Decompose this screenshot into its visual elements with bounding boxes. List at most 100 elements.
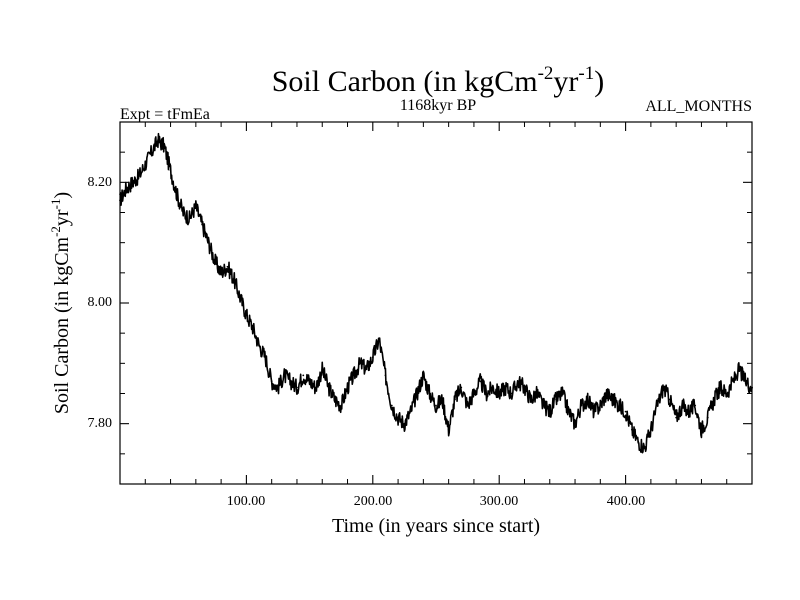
data-point-0-5 [150,151,153,154]
data-point-0-43 [390,404,393,407]
data-point-0-49 [428,392,431,395]
data-point-0-76 [599,404,602,407]
data-point-0-45 [403,422,406,425]
y-axis-label: Soil Carbon (in kgCm-2yr-1) [48,192,73,414]
data-point-0-73 [580,404,583,407]
data-point-0-81 [631,428,633,431]
chart-title-end: ) [594,65,604,98]
data-point-0-20 [245,314,248,316]
y-axis-label-superscript-1: -2 [48,226,63,237]
chart-title-mid: yr [553,65,578,98]
data-point-0-63 [517,380,520,383]
data-point-0-57 [479,380,482,383]
data-point-0-55 [466,404,469,407]
data-point-0-87 [668,398,671,401]
x-tick-label-100: 100.00 [227,494,266,509]
data-point-0-18 [232,277,235,280]
chart-title-superscript-2: -1 [578,63,594,84]
data-point-0-95 [719,386,722,389]
data-point-0-1 [125,187,128,190]
chart-title-superscript-1: -2 [538,63,554,84]
data-point-0-74 [586,398,589,401]
y-axis-label-main: Soil Carbon (in kgCm [51,236,73,414]
data-point-0-62 [510,392,513,395]
data-point-0-75 [593,410,595,413]
data-point-0-10 [182,211,185,214]
data-point-0-42 [384,374,387,377]
data-point-0-71 [567,410,570,413]
data-point-0-69 [555,398,557,401]
data-point-0-47 [416,392,418,395]
data-point-0-64 [523,386,526,389]
data-point-0-14 [207,241,210,244]
x-major-ticks [245,122,627,484]
data-point-0-98 [738,368,741,371]
data-point-0-34 [333,398,336,401]
y-axis-label-mid: yr [51,209,73,226]
data-point-0-37 [352,374,355,377]
data-point-0-78 [612,398,614,401]
data-point-0-88 [675,416,678,419]
data-point-0-30 [308,380,311,383]
data-point-0-6 [157,139,159,142]
data-point-0-36 [346,386,349,389]
data-point-0-77 [605,392,608,395]
data-point-0-38 [359,362,362,365]
data-point-0-41 [378,338,381,341]
data-point-0-48 [422,374,425,377]
y-major-ticks [120,181,752,425]
plot-area [119,132,753,454]
data-point-0-89 [681,404,684,407]
x-axis-label: Time (in years since start) [332,515,540,537]
data-point-0-11 [188,217,191,220]
x-minor-ticks [144,122,728,484]
data-point-0-65 [529,398,532,401]
data-point-0-17 [226,265,229,268]
data-point-0-90 [687,410,690,413]
y-tick-label-8-20: 8.20 [88,175,113,190]
data-point-0-39 [365,368,368,371]
data-point-0-53 [454,398,456,401]
x-tick-label-400: 400.00 [607,494,646,509]
data-point-0-84 [649,428,652,431]
data-point-0-59 [491,386,494,389]
data-point-0-67 [542,404,545,407]
data-point-0-26 [283,374,286,377]
data-point-0-86 [662,386,665,389]
data-point-0-25 [277,386,279,389]
data-point-0-54 [460,386,463,389]
period-label: 1168kyr BP [400,97,476,114]
x-tick-label-200: 200.00 [354,494,393,509]
data-point-0-56 [473,392,475,395]
data-point-0-46 [409,410,412,413]
data-point-0-83 [643,446,646,449]
data-point-0-29 [302,374,305,377]
y-minor-ticks [120,151,752,455]
y-axis-label-superscript-2: -1 [48,199,63,210]
data-point-0-61 [504,386,507,389]
data-point-0-99 [744,380,747,383]
data-point-0-52 [447,428,450,431]
data-point-0-19 [239,296,241,298]
data-point-0-24 [270,380,273,383]
data-point-0-13 [201,223,204,226]
data-point-0-92 [700,428,703,431]
data-point-0-9 [175,193,178,196]
data-point-0-66 [536,392,539,395]
data-point-0-40 [371,356,374,359]
data-point-0-32 [321,368,324,371]
data-point-0-31 [315,386,317,389]
data-point-0-4 [144,163,147,166]
data-point-0-60 [498,392,501,395]
data-point-0-22 [258,344,260,347]
y-axis-label-end: ) [51,192,73,199]
x-tick-labels: 100.00 200.00 300.00 400.00 [227,494,646,509]
data-point-0-3 [138,175,140,178]
data-point-0-68 [548,410,551,413]
data-point-0-27 [289,380,292,383]
data-point-0-70 [561,392,564,395]
data-point-0-23 [264,356,267,359]
data-point-0-12 [194,205,197,208]
data-point-0-85 [656,404,659,407]
